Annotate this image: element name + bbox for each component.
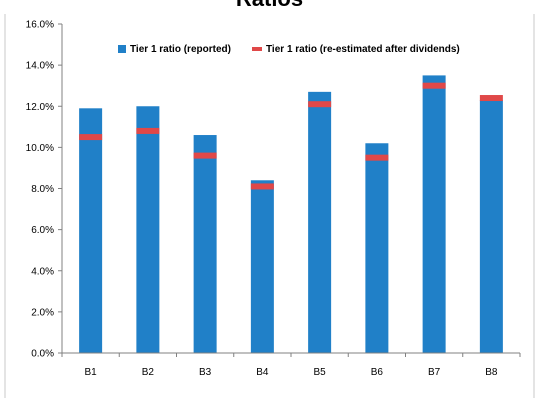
y-tick-label: 14.0%	[26, 61, 54, 72]
x-axis-labels: B1 B2 B3 B4 B5 B6 B7 B8	[61, 353, 521, 378]
x-tick-label: B4	[256, 367, 269, 378]
chart-title: Ratios	[0, 0, 539, 12]
marker-b8	[479, 95, 503, 102]
marker-b6	[365, 154, 389, 161]
legend-label-reported: Tier 1 ratio (reported)	[130, 44, 231, 55]
y-axis-ticks: 0.0% 2.0% 4.0% 6.0% 8.0% 10.0% 12.0% 14.0% 16.0%	[26, 20, 62, 360]
y-tick-label: 4.0%	[31, 266, 54, 277]
marker-b7	[422, 82, 446, 89]
y-tick-label: 2.0%	[31, 307, 54, 318]
legend-label-reestimated: Tier 1 ratio (re-estimated after dividen…	[266, 44, 460, 55]
marker-b5	[308, 101, 332, 108]
x-tick-label: B7	[428, 367, 441, 378]
marker-b4	[250, 183, 274, 190]
y-tick-label: 16.0%	[26, 20, 54, 31]
marker-b2	[136, 127, 160, 134]
x-tick-label: B3	[199, 367, 212, 378]
marker-b1	[79, 134, 103, 141]
x-tick-label: B8	[485, 367, 498, 378]
bar-b2	[136, 106, 160, 353]
y-tick-label: 6.0%	[31, 225, 54, 236]
bar-b6	[365, 143, 389, 353]
legend-swatch-reported	[118, 45, 126, 53]
bar-b4	[250, 180, 274, 353]
bars	[79, 75, 503, 354]
bar-b3	[193, 135, 217, 353]
bar-b5	[308, 91, 332, 353]
x-tick-label: B5	[314, 367, 327, 378]
x-tick-label: B2	[142, 367, 155, 378]
x-tick-label: B6	[371, 367, 384, 378]
bar-b1	[79, 108, 103, 354]
y-tick-label: 8.0%	[31, 184, 54, 195]
y-tick-label: 12.0%	[26, 102, 54, 113]
bar-b8	[479, 100, 503, 353]
y-tick-label: 0.0%	[31, 349, 54, 360]
marker-b3	[193, 152, 217, 159]
bar-b7	[422, 75, 446, 353]
markers	[79, 82, 503, 190]
y-tick-label: 10.0%	[26, 143, 54, 154]
legend: Tier 1 ratio (reported) Tier 1 ratio (re…	[118, 44, 460, 55]
x-tick-label: B1	[85, 367, 98, 378]
legend-swatch-reestimated	[252, 47, 262, 51]
